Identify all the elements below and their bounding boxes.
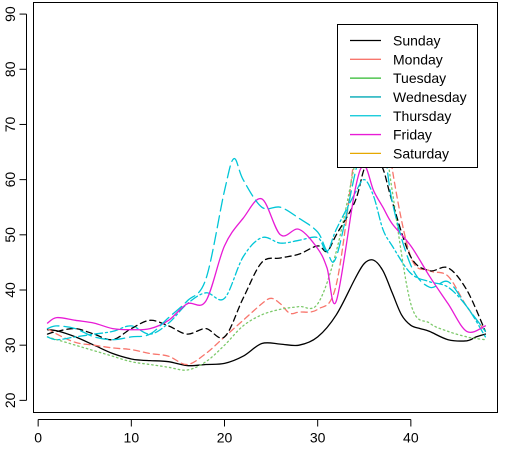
y-tick-label: 90 xyxy=(2,6,18,22)
y-tick-label: 70 xyxy=(2,116,18,132)
y-tick-label: 30 xyxy=(2,337,18,353)
legend-label: Tuesday xyxy=(393,70,446,86)
legend-box xyxy=(337,24,478,168)
legend-item-saturday: Saturday xyxy=(350,145,449,161)
legend-item-tuesday: Tuesday xyxy=(350,70,446,86)
series-line-wednesday xyxy=(46,154,487,341)
x-tick-label: 10 xyxy=(124,430,140,446)
y-tick-label: 60 xyxy=(2,172,18,188)
legend-label: Friday xyxy=(393,127,432,143)
legend: Sunday Monday Tuesday Wednesday Thursday Frid… xyxy=(337,24,478,168)
legend-label: Wednesday xyxy=(393,89,467,105)
legend-label: Monday xyxy=(393,51,443,67)
x-tick-label: 40 xyxy=(403,430,419,446)
series-line-friday xyxy=(46,165,487,333)
y-tick-label: 40 xyxy=(2,282,18,298)
legend-label: Saturday xyxy=(393,145,449,161)
legend-label: Sunday xyxy=(393,32,440,48)
x-tick-label: 30 xyxy=(310,430,326,446)
legend-item-friday: Friday xyxy=(350,127,432,143)
legend-item-monday: Monday xyxy=(350,51,443,67)
y-tick-label: 20 xyxy=(2,392,18,408)
y-axis: 20 30 40 50 60 70 80 90 xyxy=(2,6,27,408)
plot-frame xyxy=(33,2,498,413)
series-line-thursday xyxy=(46,178,487,341)
y-tick-label: 50 xyxy=(2,227,18,243)
y-tick-label: 80 xyxy=(2,61,18,77)
legend-item-sunday: Sunday xyxy=(350,32,440,48)
x-tick-label: 20 xyxy=(217,430,233,446)
x-tick-label: 0 xyxy=(34,430,42,446)
series-layer xyxy=(46,63,487,371)
series-line-saturday xyxy=(46,96,487,341)
series-line-tuesday xyxy=(46,95,487,371)
series-line-sunday xyxy=(46,259,487,367)
legend-label: Thursday xyxy=(393,108,451,124)
legend-item-wednesday: Wednesday xyxy=(350,89,467,105)
x-axis: 0 10 20 30 40 xyxy=(34,419,419,446)
legend-item-thursday: Thursday xyxy=(350,108,451,124)
